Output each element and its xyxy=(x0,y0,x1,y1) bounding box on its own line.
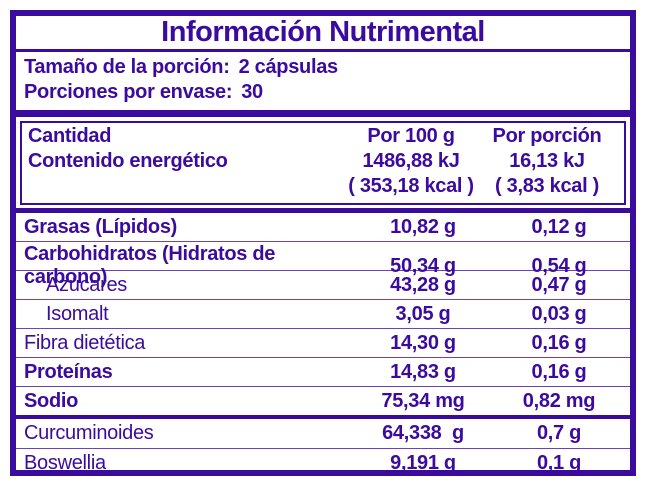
per-portion-kj: 16,13 kJ xyxy=(509,150,585,172)
row-per100-value: 10,82 g xyxy=(390,215,456,238)
per-portion-column: Por porción 16,13 kJ ( 3,83 kcal ) xyxy=(476,124,618,199)
serving-info-section: Tamaño de la porción: 2 cápsulas Porcione… xyxy=(16,52,630,117)
servings-per-container-label: Porciones por envase: xyxy=(24,81,233,103)
row-label: Proteínas xyxy=(24,360,113,383)
active-ingredient-rows: Curcuminoides 64,338 g 0,7 g Boswellia 9… xyxy=(16,419,630,478)
row-per100-value: 14,83 g xyxy=(390,360,456,383)
row-label: Sodio xyxy=(24,389,79,412)
row-isomalt: Isomalt 3,05 g 0,03 g xyxy=(16,300,630,329)
row-portion-value: 0,16 g xyxy=(531,360,587,383)
row-fibra: Fibra dietética 14,30 g 0,16 g xyxy=(16,329,630,358)
row-portion-value: 0,16 g xyxy=(531,331,587,354)
row-portion-value: 0,54 g xyxy=(531,254,587,277)
label-title: Información Nutrimental xyxy=(161,16,485,48)
energy-content-label: Contenido energético xyxy=(28,150,228,172)
row-proteinas: Proteínas 14,83 g 0,16 g xyxy=(16,358,630,387)
row-label: Fibra dietética xyxy=(24,331,146,354)
row-carbohidratos: Carbohidratos (Hidratos de carbono) 50,3… xyxy=(16,242,630,288)
row-azucares: Azúcares 43,28 g 0,47 g xyxy=(16,271,630,300)
row-label: Curcuminoides xyxy=(24,422,154,444)
row-label: Azúcares xyxy=(46,273,127,296)
nutrient-rows: Grasas (Lípidos) 10,82 g 0,12 g Carbohid… xyxy=(16,213,630,415)
section-divider xyxy=(16,415,630,419)
row-per100-value: 14,30 g xyxy=(390,331,456,354)
per-100g-column: Por 100 g 1486,88 kJ ( 353,18 kcal ) xyxy=(346,124,476,199)
row-per100-value: 3,05 g xyxy=(395,302,451,325)
label-title-section: Información Nutrimental xyxy=(16,16,630,52)
row-portion-value: 0,82 mg xyxy=(522,389,596,412)
row-grasas: Grasas (Lípidos) 10,82 g 0,12 g xyxy=(16,213,630,242)
row-portion-value: 0,47 g xyxy=(531,273,587,296)
row-boswellia: Boswellia 9,191 g 0,1 g xyxy=(16,449,630,478)
per-100g-kcal: ( 353,18 kcal ) xyxy=(348,175,474,197)
row-portion-value: 0,1 g xyxy=(536,452,582,474)
amount-label: Cantidad xyxy=(28,125,112,147)
per-100g-kj: 1486,88 kJ xyxy=(362,150,460,172)
row-label: Grasas (Lípidos) xyxy=(24,215,178,238)
energy-label-column: Cantidad Contenido energético xyxy=(28,124,346,199)
row-per100-value: 64,338 g xyxy=(382,422,464,444)
servings-per-container-value: 30 xyxy=(241,81,263,103)
row-per100-value: 9,191 g xyxy=(390,452,456,474)
serving-size-line: Tamaño de la porción: 2 cápsulas xyxy=(24,55,624,80)
serving-size-label: Tamaño de la porción: xyxy=(24,56,230,78)
nutrition-label: Información Nutrimental Tamaño de la por… xyxy=(10,10,636,476)
per-portion-title: Por porción xyxy=(492,125,602,147)
row-label: Isomalt xyxy=(46,302,109,325)
row-portion-value: 0,03 g xyxy=(531,302,587,325)
row-portion-value: 0,7 g xyxy=(536,422,582,444)
section-divider xyxy=(16,208,630,213)
row-per100-value: 43,28 g xyxy=(390,273,456,296)
per-portion-kcal: ( 3,83 kcal ) xyxy=(495,175,599,197)
serving-size-value: 2 cápsulas xyxy=(238,56,339,78)
energy-header-box: Cantidad Contenido energético Por 100 g … xyxy=(20,121,626,205)
row-label: Carbohidratos (Hidratos de carbono) xyxy=(24,243,276,288)
row-curcuminoides: Curcuminoides 64,338 g 0,7 g xyxy=(16,419,630,449)
servings-per-container-line: Porciones por envase: 30 xyxy=(24,80,624,105)
row-sodio: Sodio 75,34 mg 0,82 mg xyxy=(16,387,630,415)
row-per100-value: 50,34 g xyxy=(390,254,456,277)
row-label: Boswellia xyxy=(24,452,106,474)
row-portion-value: 0,12 g xyxy=(531,215,587,238)
row-per100-value: 75,34 mg xyxy=(381,389,465,412)
per-100g-title: Por 100 g xyxy=(367,125,455,147)
